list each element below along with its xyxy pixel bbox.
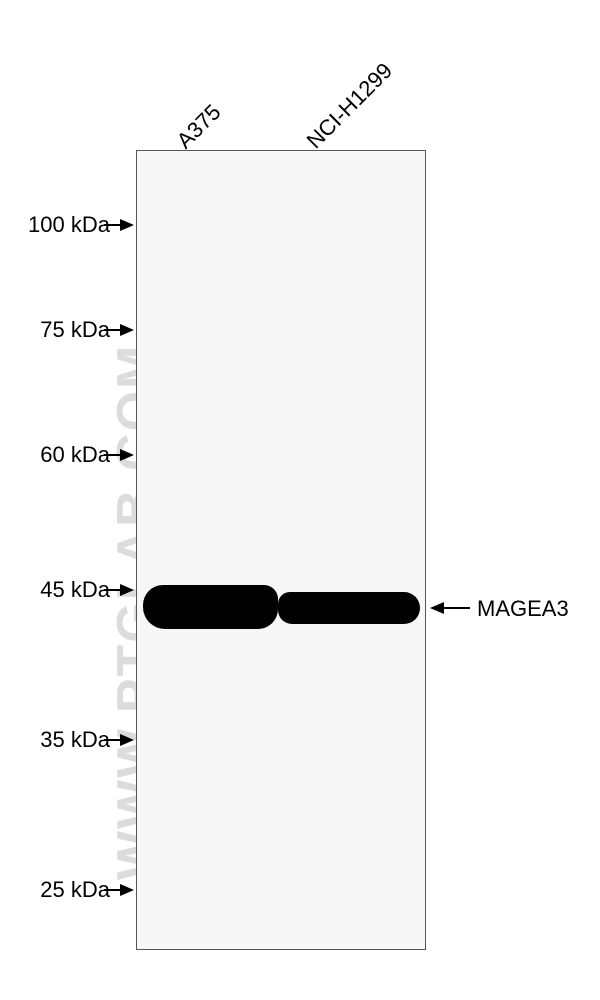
mw-label-100kDa: 100 kDa	[0, 212, 110, 238]
band-A375	[143, 585, 278, 629]
blot-membrane	[136, 150, 426, 950]
lane-label-A375: A375	[172, 99, 227, 154]
mw-arrow-icon	[104, 584, 134, 596]
mw-label-25kDa: 25 kDa	[0, 877, 110, 903]
mw-label-75kDa: 75 kDa	[0, 317, 110, 343]
mw-label-60kDa: 60 kDa	[0, 442, 110, 468]
mw-arrow-icon	[104, 734, 134, 746]
lane-label-NCI-H1299: NCI-H1299	[302, 58, 398, 154]
band-NCI-H1299	[278, 592, 420, 624]
target-label: MAGEA3	[477, 596, 569, 622]
figure-canvas: WWW.PTGLAB.COM A375 NCI-H1299 100 kDa75 …	[0, 0, 600, 1000]
mw-arrow-icon	[104, 449, 134, 461]
mw-arrow-icon	[104, 219, 134, 231]
mw-label-45kDa: 45 kDa	[0, 577, 110, 603]
mw-arrow-icon	[104, 884, 134, 896]
mw-arrow-icon	[104, 324, 134, 336]
target-arrow-icon	[430, 602, 470, 614]
mw-label-35kDa: 35 kDa	[0, 727, 110, 753]
